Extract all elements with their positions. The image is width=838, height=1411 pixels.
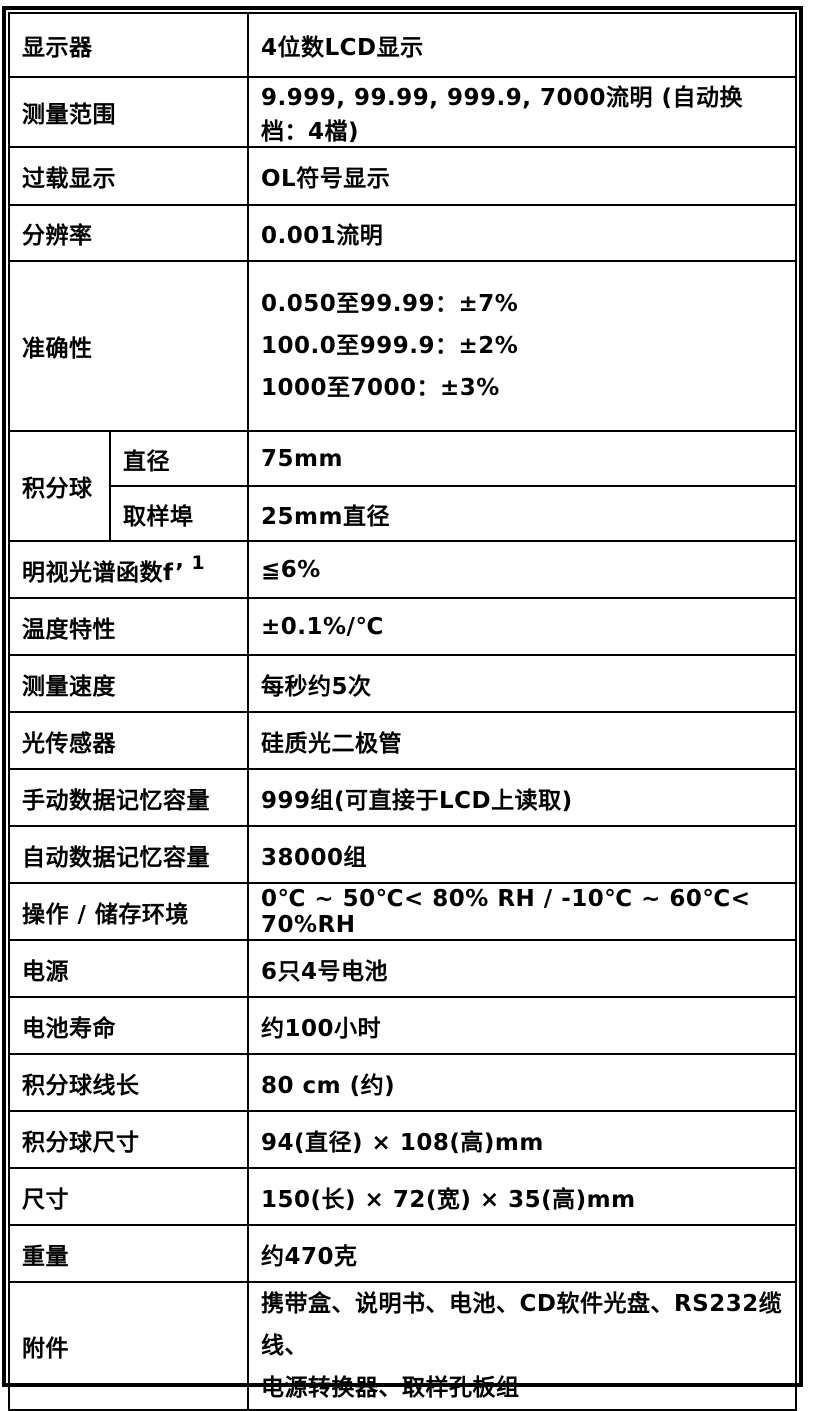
- spec-row-temperature-characteristic: 温度特性 ±0.1%/℃: [8, 597, 797, 656]
- spec-sublabel: 直径: [109, 430, 249, 487]
- spec-row-power: 电源 6只4号电池: [8, 939, 797, 998]
- spec-label: 手动数据记忆容量: [8, 768, 249, 827]
- spec-value: ≦6%: [247, 540, 797, 599]
- spec-row-accessories: 附件 携带盒、说明书、电池、CD软件光盘、RS232缆线、 电源转换器、取样孔板…: [8, 1281, 797, 1411]
- spec-value: 0.050至99.99：±7% 100.0至999.9：±2% 1000至700…: [247, 260, 797, 432]
- spec-value: 6只4号电池: [247, 939, 797, 998]
- spec-label: 温度特性: [8, 597, 249, 656]
- spec-row-integrating-sphere: 积分球 直径 75mm: [8, 430, 797, 542]
- spec-value: 4位数LCD显示: [247, 12, 797, 78]
- spec-value: 75mm: [247, 430, 797, 487]
- spec-label: 过载显示: [8, 146, 249, 206]
- spec-row-resolution: 分辨率 0.001流明: [8, 204, 797, 262]
- spec-row-auto-memory: 自动数据记忆容量 38000组: [8, 825, 797, 884]
- spec-row-sampling-port: 取样埠 25mm直径: [9, 485, 797, 542]
- spec-value: 约100小时: [247, 996, 797, 1055]
- spec-row-accuracy: 准确性 0.050至99.99：±7% 100.0至999.9：±2% 1000…: [8, 260, 797, 432]
- spec-value: ±0.1%/℃: [247, 597, 797, 656]
- spec-label: 附件: [8, 1281, 249, 1411]
- spec-label: 自动数据记忆容量: [8, 825, 249, 884]
- spec-value-line: 电源转换器、取样孔板组: [261, 1375, 520, 1401]
- spec-label: 光传感器: [8, 711, 249, 770]
- spec-label: 操作 / 储存环境: [8, 882, 249, 941]
- spec-label: 重量: [8, 1224, 249, 1283]
- spec-row-measuring-range: 测量范围 9.999, 99.99, 999.9, 7000流明 (自动换档：4…: [8, 76, 797, 148]
- spec-row-light-sensor: 光传感器 硅质光二极管: [8, 711, 797, 770]
- spec-label: 积分球: [8, 430, 111, 542]
- spec-value-line: 0.050至99.99：±7%: [261, 291, 519, 317]
- spec-value: OL符号显示: [247, 146, 797, 206]
- spec-label: 尺寸: [8, 1167, 249, 1226]
- spec-value-line: 100.0至999.9：±2%: [261, 333, 519, 359]
- spec-label: 分辨率: [8, 204, 249, 262]
- spec-label: 电源: [8, 939, 249, 998]
- spec-row-measuring-speed: 测量速度 每秒约5次: [8, 654, 797, 713]
- spec-label: 准确性: [8, 260, 249, 432]
- spec-label: 测量速度: [8, 654, 249, 713]
- spec-label: 积分球线长: [8, 1053, 249, 1112]
- spec-row-battery-life: 电池寿命 约100小时: [8, 996, 797, 1055]
- spec-label: 测量范围: [8, 76, 249, 148]
- spec-label-text: 明视光谱函数f’: [22, 559, 185, 586]
- spec-value: 0.001流明: [247, 204, 797, 262]
- spec-value: 94(直径) × 108(高)mm: [247, 1110, 797, 1169]
- spec-value: 999组(可直接于LCD上读取): [247, 768, 797, 827]
- spec-value: 每秒约5次: [247, 654, 797, 713]
- spec-row-weight: 重量 约470克: [8, 1224, 797, 1283]
- spec-value: 9.999, 99.99, 999.9, 7000流明 (自动换档：4檔): [247, 76, 797, 148]
- spec-value: 38000组: [247, 825, 797, 884]
- spec-table: 显示器 4位数LCD显示 测量范围 9.999, 99.99, 999.9, 7…: [8, 12, 797, 1411]
- spec-row-dimensions: 尺寸 150(长) × 72(宽) × 35(高)mm: [8, 1167, 797, 1226]
- spec-row-photopic-function: 明视光谱函数f’ 1 ≦6%: [8, 540, 797, 599]
- spec-row-sphere-cable-length: 积分球线长 80 cm (约): [8, 1053, 797, 1112]
- spec-row-overload-display: 过载显示 OL符号显示: [8, 146, 797, 206]
- spec-label-superscript: 1: [191, 551, 206, 574]
- spec-table-frame: 显示器 4位数LCD显示 测量范围 9.999, 99.99, 999.9, 7…: [2, 6, 803, 1411]
- spec-row-manual-memory: 手动数据记忆容量 999组(可直接于LCD上读取): [8, 768, 797, 827]
- spec-row-operating-environment: 操作 / 储存环境 0℃ ~ 50℃< 80% RH / -10℃ ~ 60℃<…: [8, 882, 797, 941]
- spec-label: 显示器: [8, 12, 249, 78]
- spec-label: 电池寿命: [8, 996, 249, 1055]
- spec-value: 25mm直径: [247, 485, 797, 542]
- spec-value-line: 携带盒、说明书、电池、CD软件光盘、RS232缆线、: [261, 1291, 783, 1359]
- spec-value: 0℃ ~ 50℃< 80% RH / -10℃ ~ 60℃< 70%RH: [247, 882, 797, 941]
- spec-label: 明视光谱函数f’ 1: [8, 540, 249, 599]
- spec-row-display: 显示器 4位数LCD显示: [8, 12, 797, 78]
- spec-label: 积分球尺寸: [8, 1110, 249, 1169]
- spec-row-sphere-dimensions: 积分球尺寸 94(直径) × 108(高)mm: [8, 1110, 797, 1169]
- spec-value: 约470克: [247, 1224, 797, 1283]
- spec-value: 150(长) × 72(宽) × 35(高)mm: [247, 1167, 797, 1226]
- spec-sublabel: 取样埠: [109, 485, 249, 542]
- spec-value-line: 1000至7000：±3%: [261, 375, 500, 401]
- spec-value: 携带盒、说明书、电池、CD软件光盘、RS232缆线、 电源转换器、取样孔板组: [247, 1281, 797, 1411]
- spec-value: 硅质光二极管: [247, 711, 797, 770]
- spec-value: 80 cm (约): [247, 1053, 797, 1112]
